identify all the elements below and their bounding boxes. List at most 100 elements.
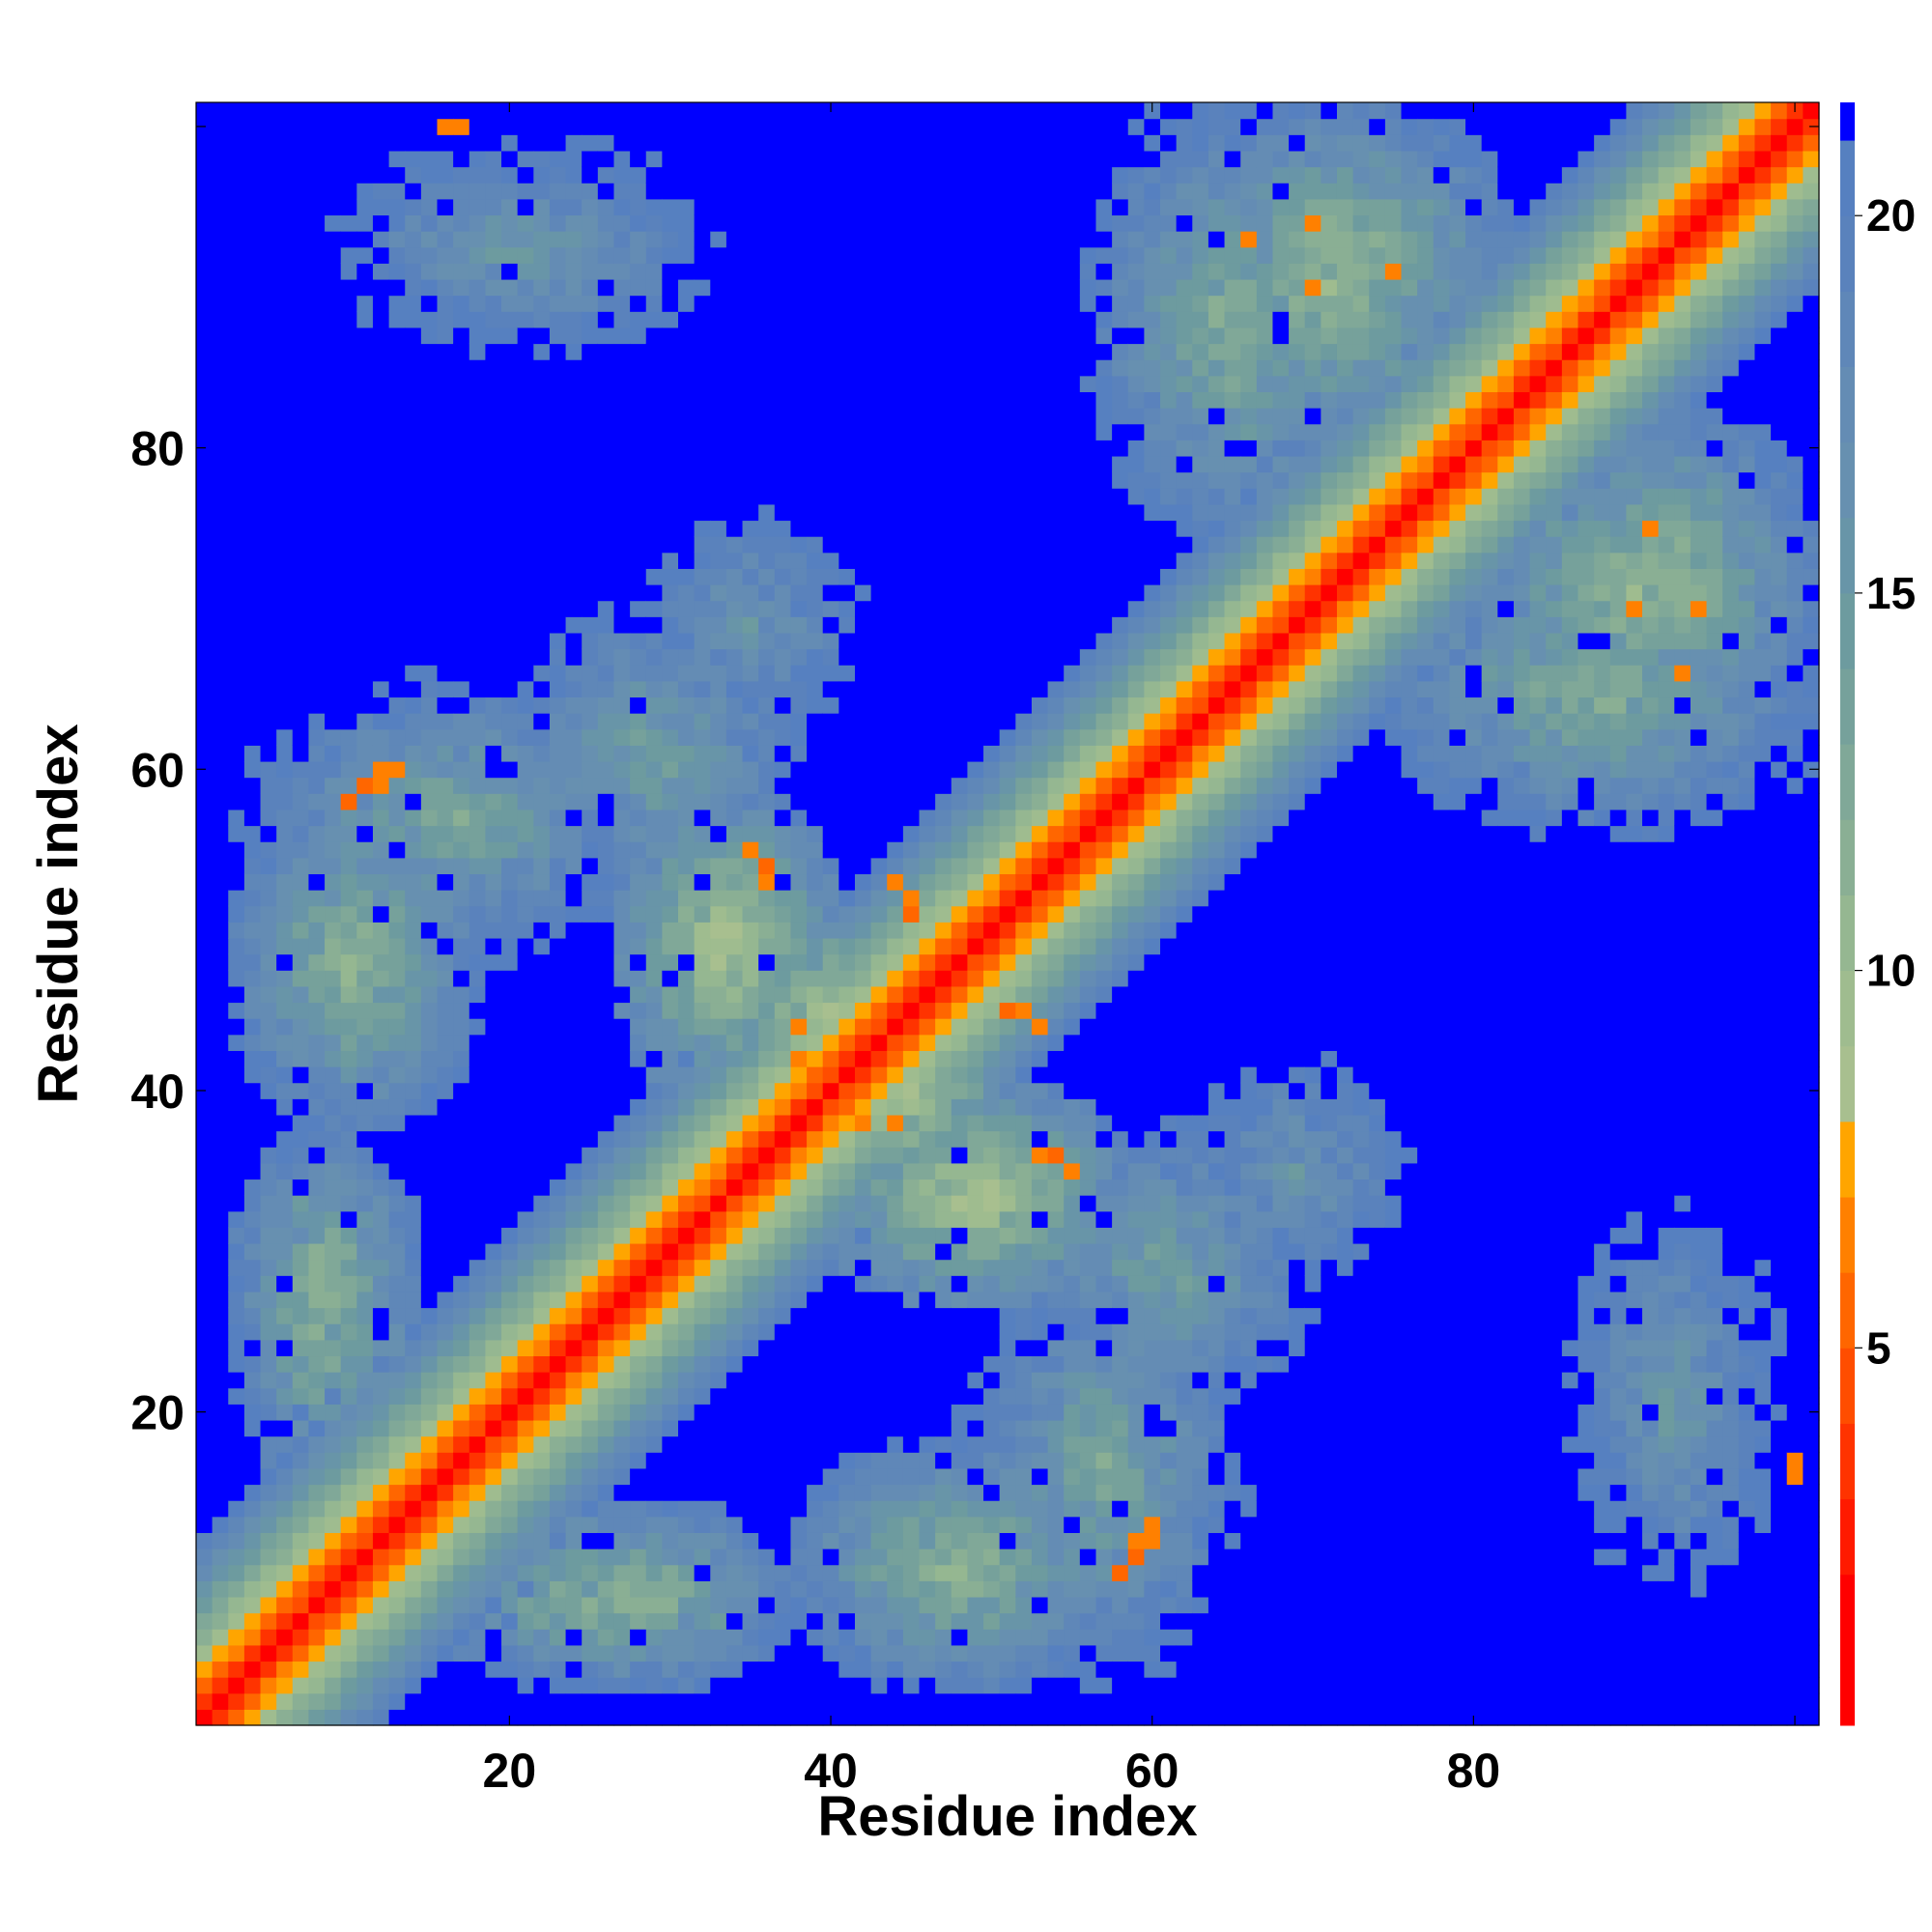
heatmap-cell [453,953,470,971]
heatmap-cell [710,648,727,666]
heatmap-cell [967,632,984,650]
heatmap-cell [405,696,422,714]
heatmap-cell [549,793,567,810]
heatmap-cell [935,696,952,714]
heatmap-cell [774,665,792,682]
heatmap-cell [887,150,904,168]
heatmap-cell [405,584,422,602]
heatmap-cell [453,343,470,360]
heatmap-cell [196,1629,213,1646]
heatmap-cell [919,600,936,617]
heatmap-cell [919,1532,936,1549]
heatmap-cell [196,1532,213,1549]
heatmap-cell [983,1114,1001,1132]
heatmap-cell [276,584,294,602]
heatmap-cell [420,1355,439,1373]
heatmap-cell [485,584,502,602]
heatmap-cell [196,198,213,216]
heatmap-cell [838,118,856,135]
heatmap-cell [469,616,486,634]
heatmap-cell [902,1210,921,1228]
heatmap-cell [630,488,647,505]
heatmap-cell [790,1644,808,1662]
heatmap-cell [243,327,262,345]
heatmap-cell [372,1564,390,1581]
heatmap-cell [967,1629,984,1646]
heatmap-cell [420,1661,439,1678]
heatmap-cell [807,1018,824,1036]
heatmap-cell [758,1210,776,1228]
heatmap-cell [694,1339,711,1357]
heatmap-cell [758,102,776,120]
heatmap-cell [243,680,262,698]
heatmap-cell [951,1532,969,1549]
heatmap-cell [790,1179,808,1196]
heatmap-cell [710,214,727,232]
heatmap-cell [212,359,229,377]
heatmap-cell [340,1596,357,1614]
heatmap-cell [582,1564,599,1581]
heatmap-cell [774,777,792,794]
heatmap-cell [694,777,711,794]
heatmap-cell [196,857,213,875]
heatmap-cell [597,488,615,505]
heatmap-cell [983,1275,1001,1293]
heatmap-cell [870,841,888,859]
heatmap-cell [870,1564,888,1581]
heatmap-cell [196,905,213,923]
heatmap-cell [870,150,888,168]
heatmap-cell [565,809,582,827]
heatmap-cell [243,471,262,489]
heatmap-cell [243,278,262,297]
heatmap-cell [308,1147,326,1164]
heatmap-cell [935,970,952,987]
heatmap-cell [388,118,406,135]
heatmap-cell [645,102,663,120]
heatmap-cell [630,1195,647,1212]
heatmap-cell [388,503,406,522]
heatmap-cell [325,1532,342,1549]
heatmap-cell [388,1307,406,1324]
heatmap-cell [742,1596,759,1614]
heatmap-cell [533,391,551,409]
heatmap-cell [260,841,277,859]
heatmap-cell [549,1323,567,1341]
heatmap-cell [340,728,357,746]
heatmap-cell [292,1227,310,1244]
heatmap-cell [790,375,808,392]
heatmap-cell [228,1419,245,1437]
heatmap-cell [645,1516,663,1533]
heatmap-cell [485,890,502,907]
heatmap-cell [613,1677,631,1694]
heatmap-cell [308,520,326,537]
heatmap-cell [613,246,631,264]
heatmap-cell [838,488,856,505]
heatmap-cell [870,1098,888,1116]
heatmap-cell [630,1661,647,1678]
heatmap-cell [597,1147,615,1164]
heatmap-cell [694,1500,711,1518]
heatmap-cell [902,857,921,875]
heatmap-cell [469,183,486,200]
heatmap-cell [437,696,454,714]
heatmap-cell [565,905,582,923]
heatmap-cell [243,713,262,730]
heatmap-cell [951,375,969,392]
heatmap-cell [469,1291,486,1309]
heatmap-cell [243,536,262,554]
heatmap-cell [678,890,696,907]
heatmap-cell [630,471,647,489]
heatmap-cell [292,1419,310,1437]
heatmap-cell [807,1162,824,1180]
heatmap-cell [902,408,921,425]
heatmap-cell [549,263,567,280]
heatmap-cell [565,391,582,409]
heatmap-cell [372,1339,390,1357]
heatmap-cell [405,1066,422,1084]
heatmap-cell [967,488,984,505]
heatmap-cell [372,231,390,248]
heatmap-cell [822,985,839,1004]
heatmap-cell [887,600,904,617]
heatmap-cell [887,1661,904,1678]
heatmap-cell [967,552,984,569]
